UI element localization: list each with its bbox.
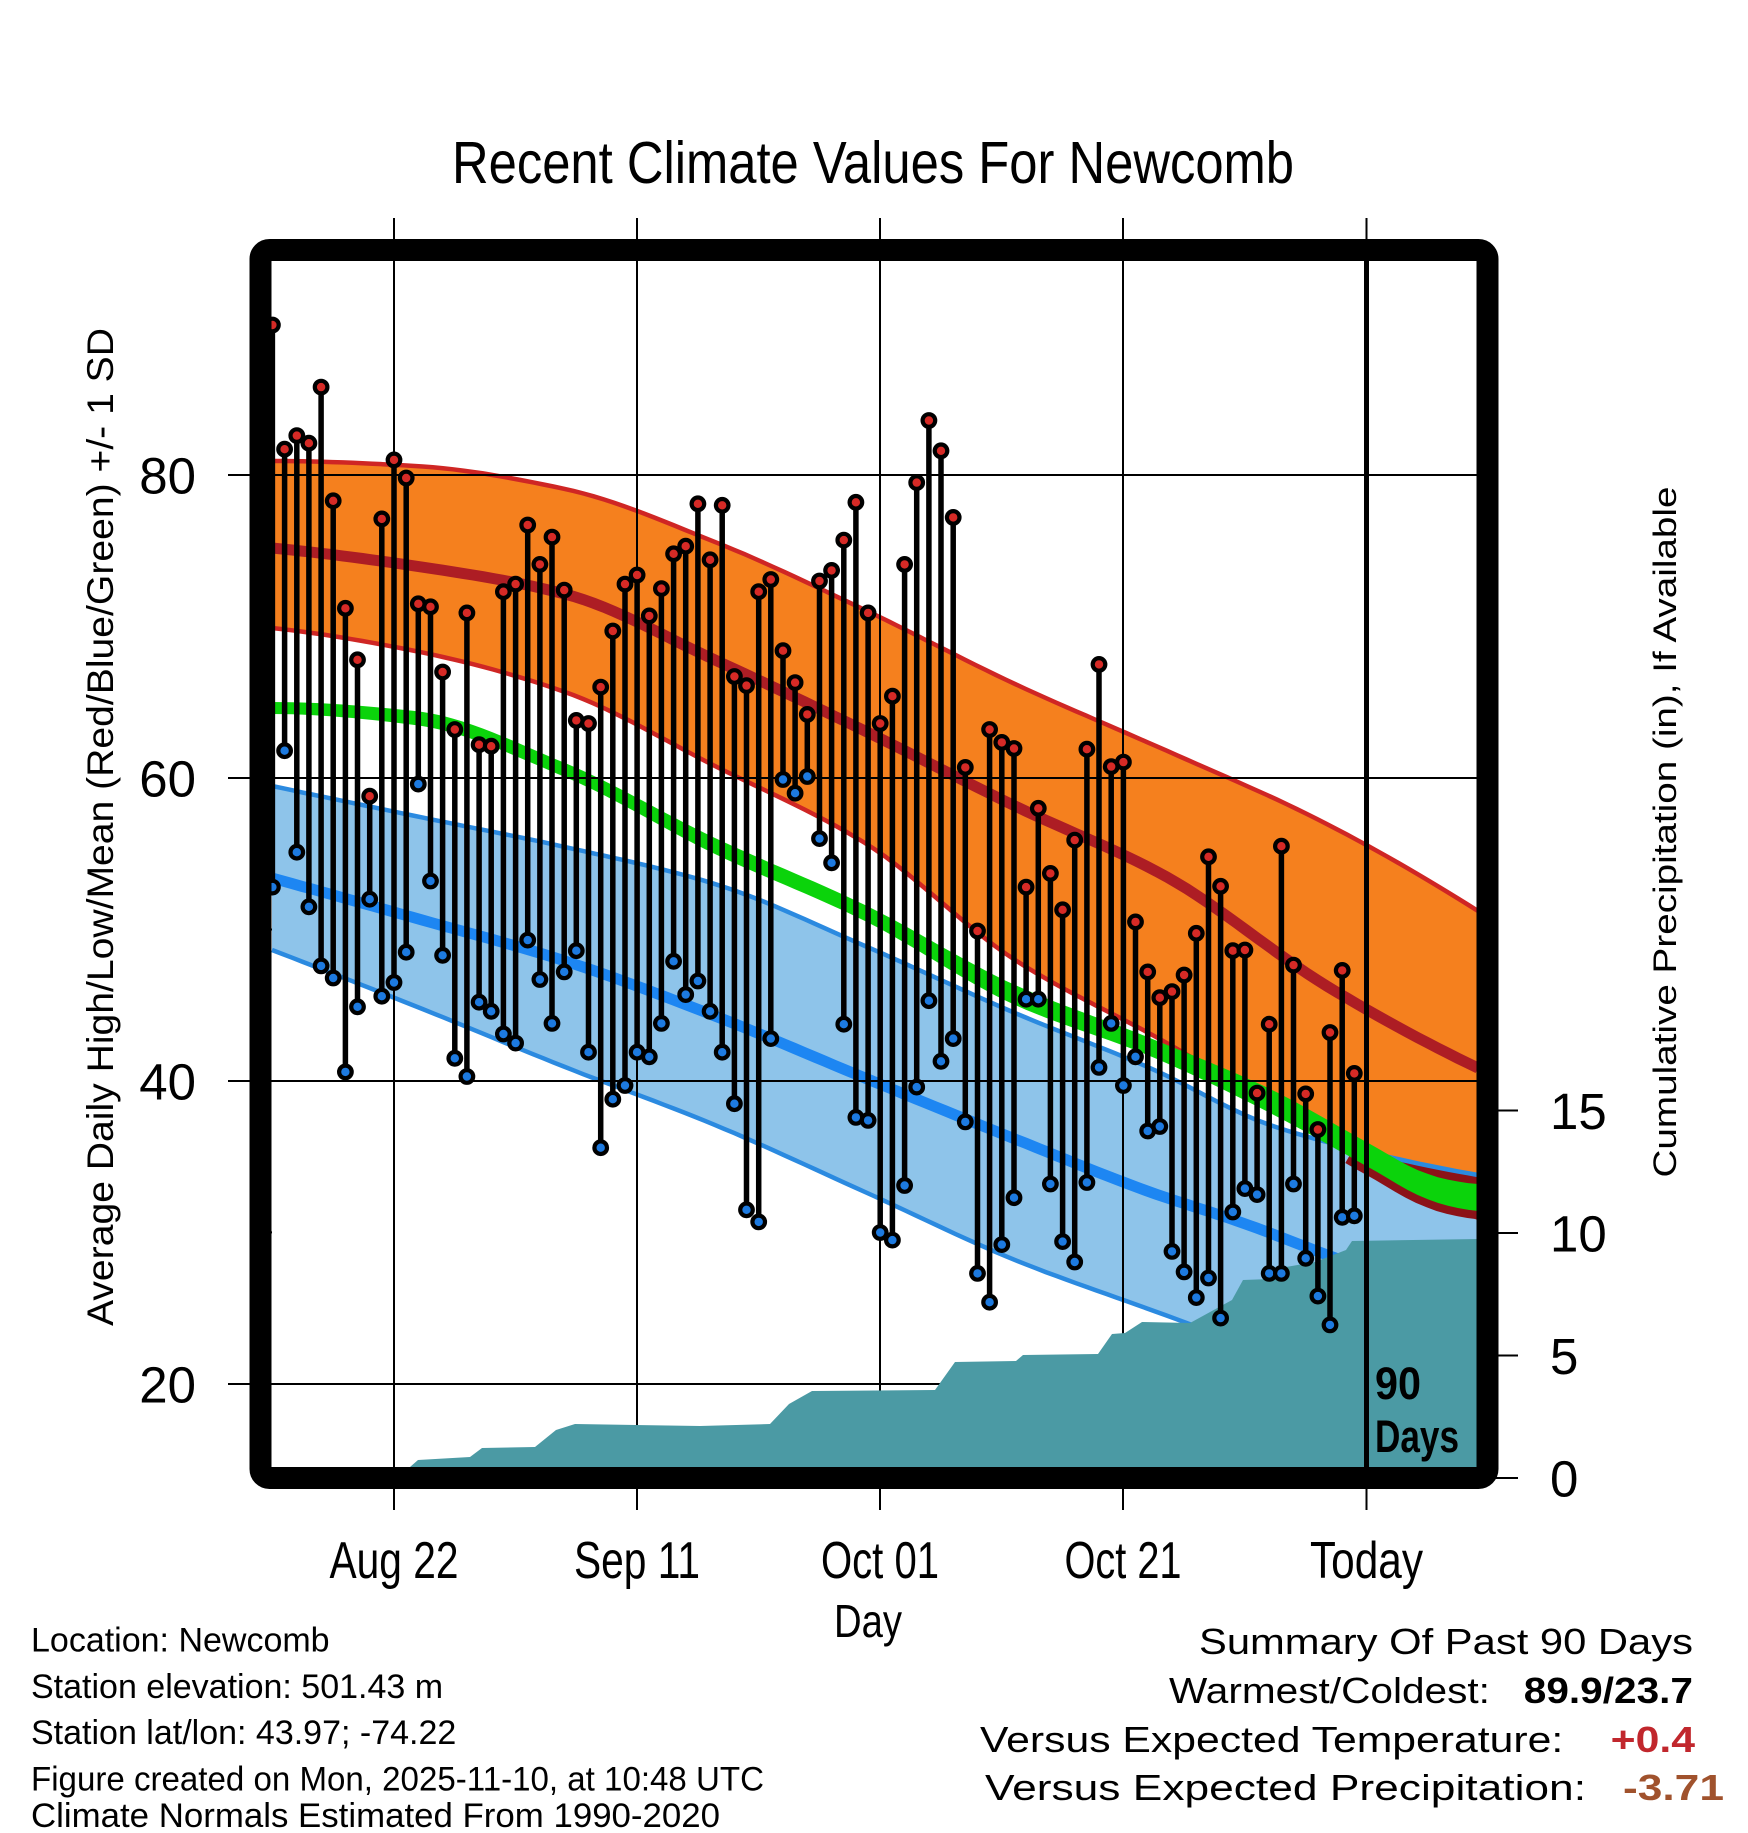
svg-text:90: 90 <box>1375 1358 1421 1409</box>
svg-text:Versus Expected Temperature:: Versus Expected Temperature: +0.4 <box>980 1719 1695 1760</box>
svg-text:Oct 01: Oct 01 <box>821 1532 939 1590</box>
svg-text:Today: Today <box>1310 1532 1423 1590</box>
svg-text:Station lat/lon: 43.97; -74.22: Station lat/lon: 43.97; -74.22 <box>31 1714 456 1752</box>
svg-text:Sep 11: Sep 11 <box>574 1532 700 1590</box>
svg-text:15: 15 <box>1550 1083 1607 1140</box>
svg-text:60: 60 <box>139 751 196 808</box>
svg-text:10: 10 <box>1550 1206 1607 1263</box>
svg-text:Aug 22: Aug 22 <box>330 1532 459 1590</box>
svg-text:Cumulative Precipitation (in),: Cumulative Precipitation (in), If Availa… <box>1647 487 1683 1178</box>
svg-text:20: 20 <box>139 1357 196 1414</box>
svg-text:Day: Day <box>834 1595 902 1647</box>
svg-text:Station elevation: 501.43 m: Station elevation: 501.43 m <box>31 1668 443 1706</box>
svg-text:Summary Of Past 90 Days: Summary Of Past 90 Days <box>1199 1621 1693 1662</box>
svg-text:Location: Newcomb: Location: Newcomb <box>31 1622 330 1660</box>
svg-text:80: 80 <box>139 448 196 505</box>
svg-text:Warmest/Coldest: 89.9/23.7: Warmest/Coldest: 89.9/23.7 <box>1169 1670 1693 1711</box>
svg-text:Figure created on Mon, 2025-11: Figure created on Mon, 2025-11-10, at 10… <box>31 1761 764 1799</box>
svg-text:Climate Normals Estimated From: Climate Normals Estimated From 1990-2020 <box>31 1797 720 1828</box>
svg-text:Days: Days <box>1375 1411 1459 1462</box>
svg-text:0: 0 <box>1550 1451 1578 1508</box>
svg-text:Versus Expected Precipitation:: Versus Expected Precipitation: -3.71 <box>985 1767 1724 1808</box>
svg-text:40: 40 <box>139 1054 196 1111</box>
svg-text:Oct 21: Oct 21 <box>1065 1532 1182 1590</box>
svg-text:Average Daily High/Low/Mean (R: Average Daily High/Low/Mean (Red/Blue/Gr… <box>80 328 121 1326</box>
svg-text:Recent Climate Values For Newc: Recent Climate Values For Newcomb <box>452 130 1294 196</box>
svg-text:5: 5 <box>1550 1328 1578 1385</box>
